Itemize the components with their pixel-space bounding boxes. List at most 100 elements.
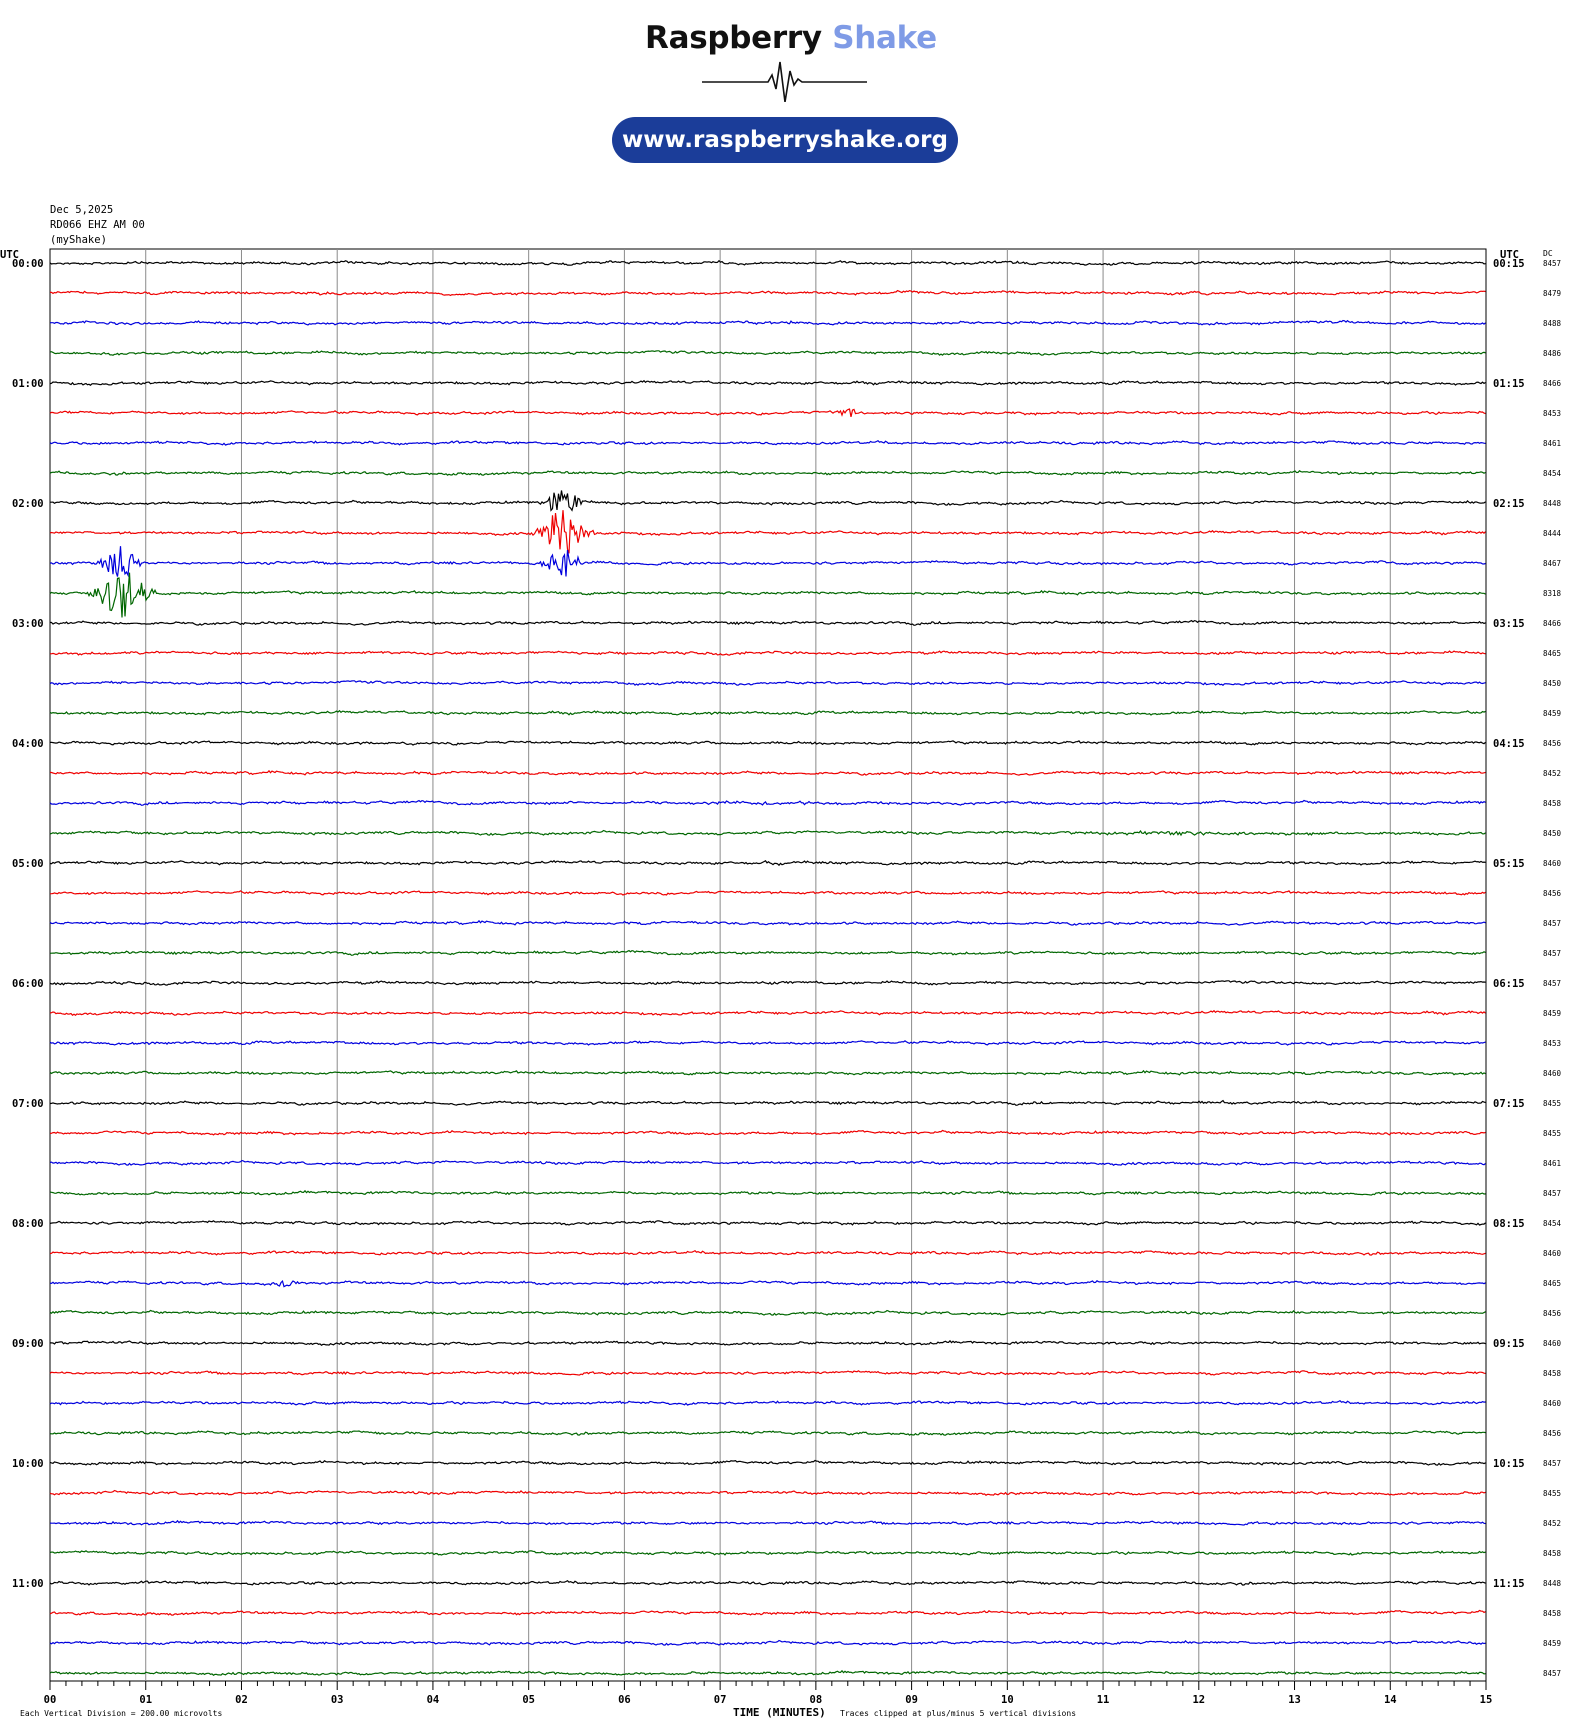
hour-label-right: 03:15 — [1493, 618, 1525, 630]
dc-value-label: 8459 — [1543, 1009, 1561, 1018]
dc-value-label: 8457 — [1543, 259, 1561, 268]
hour-label-right: 00:15 — [1493, 258, 1525, 270]
x-tick-label: 13 — [1288, 1694, 1301, 1706]
trace-line — [49, 919, 1486, 926]
trace-line — [49, 319, 1486, 326]
trace-line — [49, 740, 1486, 746]
trace-line — [49, 1309, 1486, 1316]
x-tick-label: 06 — [618, 1694, 631, 1706]
dc-value-label: 8455 — [1543, 1099, 1561, 1108]
trace-line — [49, 350, 1486, 356]
dc-value-label: 8454 — [1543, 469, 1562, 478]
dc-value-label: 8457 — [1543, 1669, 1561, 1678]
trace-line — [49, 1129, 1486, 1136]
trace-line — [49, 470, 1486, 476]
hour-label-left: 06:00 — [12, 978, 44, 990]
trace-line — [49, 1609, 1486, 1616]
dc-value-label: 8457 — [1543, 949, 1561, 958]
hour-label-left: 09:00 — [12, 1338, 44, 1350]
hour-label-left: 02:00 — [12, 498, 44, 510]
trace-line — [49, 619, 1486, 626]
trace-line — [49, 1459, 1486, 1466]
trace-line — [49, 1550, 1486, 1556]
utc-right-label: UTC — [1500, 249, 1519, 261]
trace-line — [49, 829, 1486, 837]
axis-labels: UTC UTC DC TIME (MINUTES) Each Vertical … — [0, 249, 1553, 1719]
x-tick-label: 05 — [522, 1694, 535, 1706]
x-tick-label: 14 — [1384, 1694, 1397, 1706]
record-date: Dec 5,2025 — [50, 204, 114, 216]
x-tick-label: 03 — [331, 1694, 344, 1706]
seismic-traces: 8457 8479 8488 8486 8466 8453 8461 8454 8448 8444… — [49, 259, 1562, 1678]
trace-line — [49, 890, 1486, 896]
hour-label-right: 06:15 — [1493, 978, 1525, 990]
trace-line — [49, 1279, 1486, 1288]
dc-value-label: 8461 — [1543, 439, 1561, 448]
dc-value-label: 8455 — [1543, 1129, 1561, 1138]
dc-value-label: 8318 — [1543, 589, 1562, 598]
hour-label-left: 08:00 — [12, 1218, 44, 1230]
x-tick-label: 01 — [139, 1694, 152, 1706]
x-tick-label: 04 — [427, 1694, 440, 1706]
trace-line — [49, 1040, 1486, 1046]
seismic-wave-logo-icon — [702, 61, 867, 102]
dc-value-label: 8452 — [1543, 1519, 1561, 1528]
trace-line — [49, 439, 1486, 446]
dc-value-label: 8453 — [1543, 409, 1561, 418]
trace-line — [49, 1399, 1486, 1406]
dc-value-label: 8455 — [1543, 1489, 1561, 1498]
trace-line — [49, 1220, 1486, 1226]
dc-value-label: 8458 — [1543, 799, 1562, 808]
dc-value-label: 8486 — [1543, 349, 1562, 358]
hour-label-right: 04:15 — [1493, 738, 1525, 750]
trace-line — [49, 1430, 1486, 1436]
x-tick-label: 12 — [1192, 1694, 1205, 1706]
hour-label-right: 08:15 — [1493, 1218, 1525, 1230]
hour-label-right: 02:15 — [1493, 498, 1525, 510]
trace-line — [49, 1669, 1486, 1676]
trace-line — [49, 1099, 1486, 1106]
dc-value-label: 8457 — [1543, 979, 1561, 988]
x-tick-label: 07 — [714, 1694, 727, 1706]
x-axis-title: TIME (MINUTES) — [733, 1706, 826, 1719]
trace-line — [49, 259, 1486, 266]
dc-value-label: 8461 — [1543, 1159, 1561, 1168]
dc-value-label: 8467 — [1543, 559, 1561, 568]
trace-line — [49, 650, 1486, 656]
trace-line — [49, 799, 1486, 806]
dc-value-label: 8456 — [1543, 1309, 1562, 1318]
logo-word-shake: Shake — [832, 20, 937, 56]
trace-line — [49, 1579, 1486, 1586]
trace-line — [49, 379, 1486, 386]
hour-label-left: 10:00 — [12, 1458, 44, 1470]
trace-line — [49, 680, 1486, 686]
hour-label-left: 00:00 — [12, 258, 44, 270]
dc-value-label: 8448 — [1543, 499, 1562, 508]
hour-label-right: 07:15 — [1493, 1098, 1525, 1110]
dc-header-label: DC — [1543, 249, 1553, 258]
dc-value-label: 8458 — [1543, 1609, 1562, 1618]
dc-value-label: 8452 — [1543, 769, 1561, 778]
network-name: (myShake) — [50, 234, 107, 246]
dc-value-label: 8460 — [1543, 1069, 1562, 1078]
hour-label-right: 05:15 — [1493, 858, 1525, 870]
dc-value-label: 8457 — [1543, 1189, 1561, 1198]
clip-note: Traces clipped at plus/minus 5 vertical … — [840, 1709, 1076, 1718]
dc-value-label: 8450 — [1543, 829, 1562, 838]
hour-label-left: 04:00 — [12, 738, 44, 750]
trace-line — [49, 1489, 1486, 1496]
trace-line — [49, 1639, 1486, 1646]
trace-line — [50, 289, 1486, 297]
trace-line — [49, 980, 1486, 986]
plot-frame — [49, 248, 1487, 1682]
dc-value-label: 8458 — [1543, 1549, 1562, 1558]
dc-value-label: 8453 — [1543, 1039, 1561, 1048]
trace-line — [49, 1069, 1486, 1076]
x-tick-label: 09 — [905, 1694, 918, 1706]
x-tick-label: 02 — [235, 1694, 248, 1706]
website-url-button[interactable]: www.raspberryshake.org — [612, 117, 958, 163]
x-tick-label: 15 — [1480, 1694, 1493, 1706]
trace-line — [50, 1339, 1486, 1346]
